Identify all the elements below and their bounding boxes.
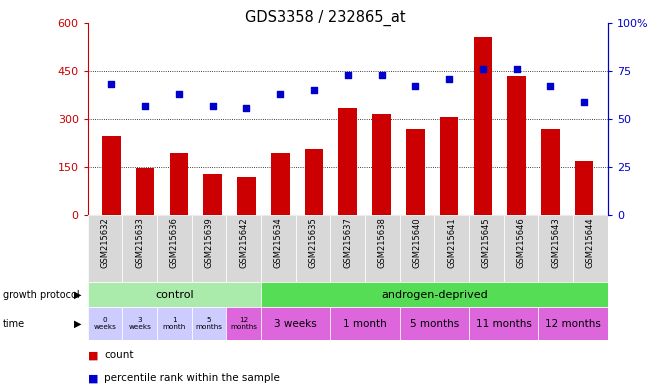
Bar <box>88 307 122 340</box>
Text: 12 months: 12 months <box>545 318 601 329</box>
Text: GSM215637: GSM215637 <box>343 217 352 268</box>
Text: GSM215634: GSM215634 <box>274 217 283 268</box>
Text: 5
months: 5 months <box>196 317 222 330</box>
Text: GSM215633: GSM215633 <box>135 217 144 268</box>
Text: GSM215635: GSM215635 <box>309 217 318 268</box>
Bar <box>305 149 323 215</box>
Point <box>410 83 421 89</box>
Text: 5 months: 5 months <box>410 318 459 329</box>
Bar <box>261 215 296 282</box>
Point <box>241 104 252 111</box>
Point <box>275 91 285 97</box>
Text: 3
weeks: 3 weeks <box>128 317 151 330</box>
Bar <box>469 215 504 282</box>
Bar <box>440 118 458 215</box>
Bar <box>365 215 400 282</box>
Point <box>376 72 387 78</box>
Bar <box>434 215 469 282</box>
Bar <box>157 307 192 340</box>
Text: control: control <box>155 290 194 300</box>
Text: 0
weeks: 0 weeks <box>94 317 116 330</box>
Text: 1 month: 1 month <box>343 318 387 329</box>
Text: GSM215638: GSM215638 <box>378 217 387 268</box>
Text: 11 months: 11 months <box>476 318 532 329</box>
Bar <box>157 215 192 282</box>
Bar <box>122 215 157 282</box>
Bar <box>330 215 365 282</box>
Text: percentile rank within the sample: percentile rank within the sample <box>104 373 280 383</box>
Bar <box>88 282 261 307</box>
Bar <box>203 174 222 215</box>
Text: 1
month: 1 month <box>162 317 186 330</box>
Bar <box>406 129 424 215</box>
Bar <box>192 307 226 340</box>
Text: ▶: ▶ <box>73 318 81 329</box>
Text: ■: ■ <box>88 373 98 383</box>
Text: GSM215646: GSM215646 <box>517 217 526 268</box>
Text: GSM215644: GSM215644 <box>586 217 595 268</box>
Point <box>545 83 556 89</box>
Point <box>478 66 488 72</box>
Text: 12
months: 12 months <box>230 317 257 330</box>
Bar <box>538 215 573 282</box>
Bar <box>170 152 188 215</box>
Point <box>343 72 353 78</box>
Text: GSM215643: GSM215643 <box>551 217 560 268</box>
Bar <box>122 307 157 340</box>
Point <box>140 103 150 109</box>
Bar <box>573 215 608 282</box>
Text: GSM215632: GSM215632 <box>101 217 110 268</box>
Bar <box>575 161 593 215</box>
Point <box>106 81 116 88</box>
Text: ■: ■ <box>88 350 98 360</box>
Bar <box>226 307 261 340</box>
Bar <box>400 215 434 282</box>
Text: GSM215641: GSM215641 <box>447 217 456 268</box>
Point <box>207 103 218 109</box>
Bar <box>507 76 526 215</box>
Bar <box>261 282 608 307</box>
Bar <box>261 307 330 340</box>
Text: GSM215639: GSM215639 <box>205 217 214 268</box>
Bar <box>136 168 155 215</box>
Text: GSM215642: GSM215642 <box>239 217 248 268</box>
Bar <box>372 114 391 215</box>
Text: androgen-deprived: androgen-deprived <box>381 290 488 300</box>
Bar <box>226 215 261 282</box>
Bar <box>237 177 255 215</box>
Text: GSM215636: GSM215636 <box>170 217 179 268</box>
Bar <box>474 38 492 215</box>
Text: GDS3358 / 232865_at: GDS3358 / 232865_at <box>244 10 406 26</box>
Bar <box>330 307 400 340</box>
Text: count: count <box>104 350 133 360</box>
Point <box>309 87 319 93</box>
Text: growth protocol: growth protocol <box>3 290 80 300</box>
Point <box>444 76 454 82</box>
Point <box>174 91 184 97</box>
Point <box>512 66 522 72</box>
Bar <box>538 307 608 340</box>
Text: ▶: ▶ <box>73 290 81 300</box>
Bar <box>541 129 560 215</box>
Point <box>579 99 590 105</box>
Text: time: time <box>3 318 25 329</box>
Bar <box>192 215 226 282</box>
Bar <box>296 215 330 282</box>
Text: GSM215640: GSM215640 <box>413 217 422 268</box>
Bar <box>400 307 469 340</box>
Text: 3 weeks: 3 weeks <box>274 318 317 329</box>
Bar <box>102 136 121 215</box>
Bar <box>88 215 122 282</box>
Bar <box>469 307 538 340</box>
Text: GSM215645: GSM215645 <box>482 217 491 268</box>
Bar <box>271 152 289 215</box>
Bar <box>504 215 538 282</box>
Bar <box>339 108 357 215</box>
